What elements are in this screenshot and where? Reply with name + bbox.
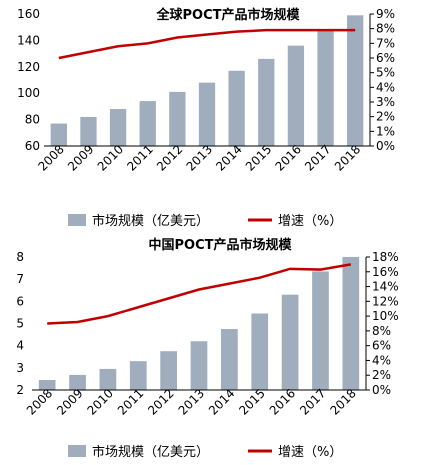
x-tick-label: 2016 (273, 142, 304, 173)
legend-bar-swatch (68, 214, 86, 226)
bar (38, 380, 56, 390)
y-left-tick-label: 4 (16, 339, 24, 353)
legend-bar-swatch (68, 445, 86, 457)
y-left-tick-label: 100 (17, 86, 40, 100)
x-tick-label: 2018 (332, 142, 363, 173)
bar (317, 29, 334, 147)
y-right-tick-label: 7% (376, 36, 395, 50)
x-tick-label: 2017 (297, 386, 328, 417)
y-left-tick-label: 120 (17, 60, 40, 74)
bar (99, 368, 117, 390)
bar (109, 109, 127, 146)
bar (139, 101, 156, 146)
x-tick-label: 2016 (267, 386, 298, 417)
y-right-tick-label: 0% (372, 383, 391, 397)
bar (190, 341, 208, 390)
x-tick-label: 2017 (302, 142, 333, 173)
bar (251, 313, 269, 390)
growth-line (47, 263, 352, 325)
bar (281, 294, 299, 390)
bar (198, 82, 216, 146)
legend-bar-label: 市场规模（亿美元） (92, 444, 209, 460)
y-left-tick-label: 8 (16, 250, 24, 264)
bar (342, 257, 360, 390)
y-left-tick-label: 7 (16, 272, 24, 286)
y-right-tick-label: 16% (372, 265, 399, 279)
y-left-tick-label: 140 (17, 33, 40, 47)
bar (129, 361, 147, 390)
x-tick-label: 2008 (24, 386, 55, 417)
bar (160, 351, 177, 390)
bar (228, 70, 245, 146)
x-tick-label: 2009 (65, 142, 96, 173)
y-right-tick-label: 8% (376, 22, 395, 36)
x-tick-label: 2014 (206, 386, 237, 417)
x-tick-label: 2010 (95, 142, 126, 173)
china-poct-chart: 中国POCT产品市场规模 2 3 4 5 6 7 8 0%2%4%6%8%10%12%14%… (16, 237, 399, 460)
y-left-tick-label: 6 (16, 294, 24, 308)
x-tick-label: 2015 (236, 386, 267, 417)
bar (312, 271, 329, 390)
y-left-tick-label: 160 (17, 7, 40, 21)
y-right-tick-label: 4% (372, 353, 391, 367)
bar (221, 329, 238, 390)
chart-title: 全球POCT产品市场规模 (156, 7, 301, 23)
y-right-tick-label: 10% (372, 309, 399, 323)
chart-legend: 市场规模（亿美元） 增速（%） (68, 444, 342, 460)
bar (80, 116, 97, 146)
y-right-tick-label: 18% (372, 250, 399, 264)
y-right-tick-label: 8% (372, 324, 391, 338)
bar (69, 374, 86, 390)
bar (347, 15, 364, 146)
y-left-tick-label: 5 (16, 317, 24, 331)
y-left-tick-label: 80 (25, 113, 40, 127)
chart-legend: 市场规模（亿美元） 增速（%） (68, 213, 342, 229)
y-right-tick-label: 1% (376, 124, 395, 138)
x-tick-label: 2009 (54, 386, 85, 417)
legend-line-label: 增速（%） (278, 214, 342, 229)
global-poct-chart: 全球POCT产品市场规模 60 80 100 120 140 160 0%1%2%3%4%… (17, 7, 395, 229)
x-tick-label: 2013 (176, 386, 207, 417)
y-left-tick-label: 2 (16, 383, 24, 397)
y-right-tick-label: 6% (376, 51, 395, 65)
y-right-tick-label: 4% (376, 80, 395, 94)
x-tick-label: 2014 (213, 142, 244, 173)
x-tick-label: 2011 (124, 142, 155, 173)
y-right-tick-label: 9% (376, 7, 395, 21)
x-tick-label: 2010 (85, 386, 116, 417)
x-tick-label: 2008 (35, 142, 66, 173)
bar (169, 91, 186, 146)
x-tick-label: 2012 (154, 142, 185, 173)
y-left-tick-label: 3 (16, 361, 24, 375)
x-tick-label: 2018 (327, 386, 358, 417)
y-left-tick-label: 60 (25, 139, 40, 153)
x-tick-label: 2013 (184, 142, 215, 173)
y-right-tick-label: 12% (372, 294, 399, 308)
x-tick-label: 2015 (243, 142, 274, 173)
legend-bar-label: 市场规模（亿美元） (92, 213, 209, 229)
y-right-tick-label: 14% (372, 280, 399, 294)
legend-line-label: 增速（%） (278, 445, 342, 460)
x-tick-label: 2011 (115, 386, 146, 417)
chart-title: 中国POCT产品市场规模 (149, 237, 293, 253)
y-right-tick-label: 6% (372, 339, 391, 353)
x-tick-label: 2012 (145, 386, 176, 417)
bar (50, 123, 67, 146)
y-right-tick-label: 0% (376, 139, 395, 153)
y-right-tick-label: 5% (376, 66, 395, 80)
y-right-tick-label: 2% (376, 110, 395, 124)
y-right-tick-label: 2% (372, 368, 391, 382)
growth-line (58, 28, 356, 60)
y-right-tick-label: 3% (376, 95, 395, 109)
bar (287, 45, 305, 146)
bar (258, 58, 275, 146)
